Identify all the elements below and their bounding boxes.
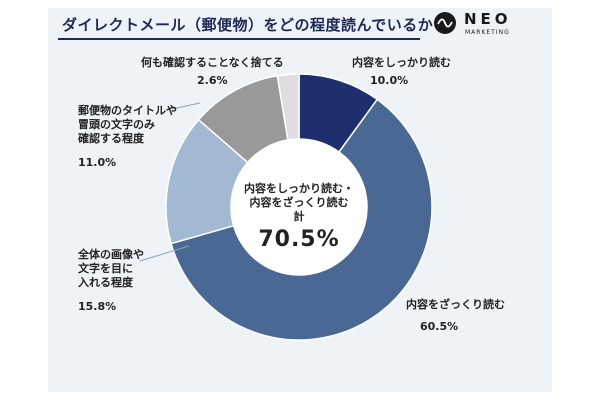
neo-marketing-logo: NEO MARKETING: [434, 10, 544, 40]
label-discard-text: 何も確認することなく捨てる: [141, 56, 284, 69]
label-solid: 内容をしっかり読む 10.0%: [352, 56, 451, 88]
title-underline: [58, 38, 420, 40]
label-title-only-line3: 確認する程度: [78, 132, 144, 145]
label-glance-line1: 全体の画像や: [78, 248, 144, 261]
label-glance-pct: 15.8%: [78, 300, 117, 313]
donut-hole: [231, 139, 367, 275]
label-rough-pct: 60.5%: [420, 320, 459, 333]
label-glance: 全体の画像や 文字を目に 入れる程度 15.8%: [78, 248, 144, 314]
chart-header: ダイレクトメール（郵便物）をどの程度読んでいるか NEO MARKETING: [48, 8, 552, 42]
label-glance-line3: 入れる程度: [78, 276, 133, 289]
center-total-value: 70.5%: [258, 227, 340, 252]
chart-canvas: ダイレクトメール（郵便物）をどの程度読んでいるか NEO MARKETING 内…: [48, 8, 552, 392]
logo-word: NEO: [464, 10, 512, 28]
logo-wave-icon: [434, 12, 456, 34]
donut-chart: 内容をしっかり読む 10.0% 何も確認することなく捨てる 2.6% 郵便物のタ…: [48, 42, 552, 392]
label-title-only: 郵便物のタイトルや 冒頭の文字のみ 確認する程度 11.0%: [78, 104, 177, 170]
label-rough: 内容をざっくり読む 60.5%: [406, 298, 505, 334]
label-title-only-line1: 郵便物のタイトルや: [78, 104, 177, 117]
label-glance-line2: 文字を目に: [78, 262, 133, 275]
logo-subtitle: MARKETING: [465, 29, 510, 36]
center-line3: 計: [293, 210, 305, 223]
label-solid-text: 内容をしっかり読む: [352, 56, 451, 69]
label-rough-text: 内容をざっくり読む: [406, 298, 505, 311]
center-line2: 内容をざっくり読む: [249, 196, 349, 209]
donut-svg: [139, 73, 433, 341]
center-line1: 内容をしっかり読む・: [244, 182, 354, 195]
label-title-only-pct: 11.0%: [78, 156, 117, 169]
donut-center-label: 内容をしっかり読む・ 内容をざっくり読む 計 70.5%: [232, 182, 366, 254]
leader-line-title-only: [171, 102, 201, 110]
leader-line-glance: [139, 245, 190, 262]
label-discard: 何も確認することなく捨てる 2.6%: [141, 56, 284, 88]
label-title-only-line2: 冒頭の文字のみ: [78, 118, 155, 131]
label-discard-pct: 2.6%: [197, 74, 228, 87]
label-solid-pct: 10.0%: [370, 74, 409, 87]
chart-title: ダイレクトメール（郵便物）をどの程度読んでいるか: [62, 16, 434, 34]
